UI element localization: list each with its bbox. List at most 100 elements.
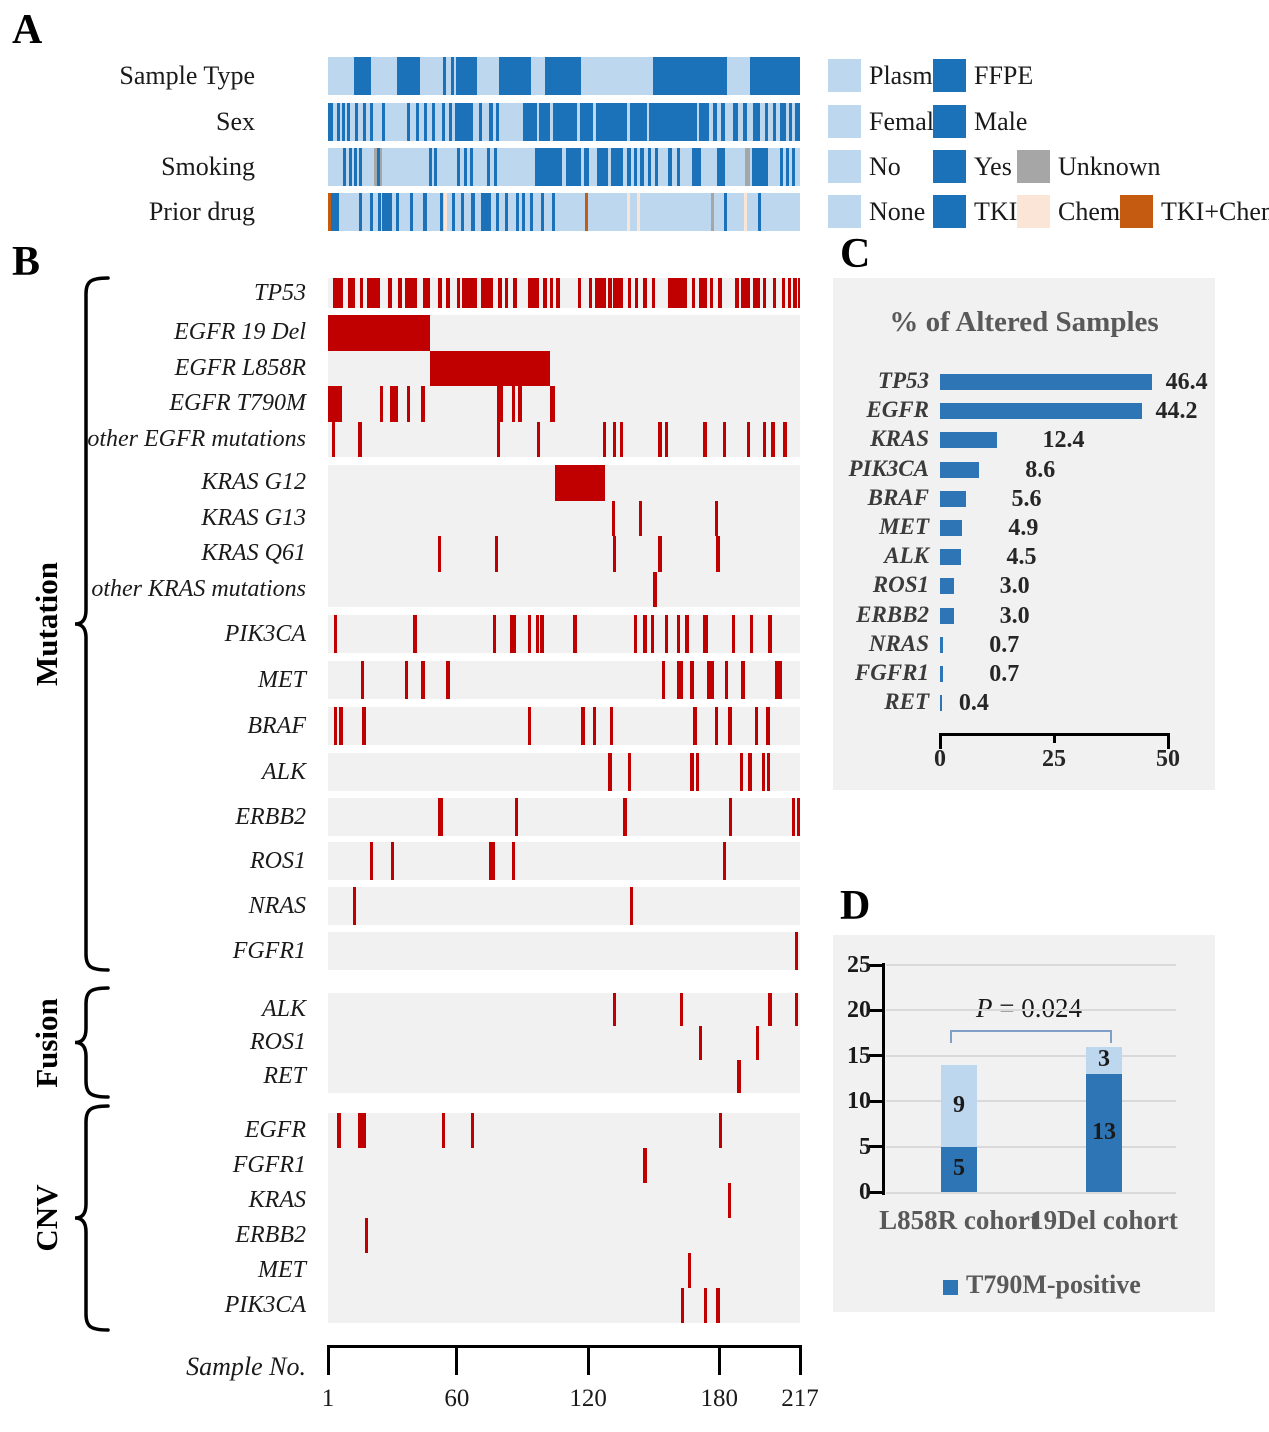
track-segment	[749, 57, 800, 95]
panel-a-letter: A	[12, 7, 43, 53]
alteration-mark	[723, 421, 727, 457]
alteration-mark	[595, 278, 607, 308]
bar-gene-label: KRAS	[870, 426, 929, 452]
track-segment	[713, 103, 718, 141]
track-segment	[328, 103, 333, 141]
alteration-mark	[578, 278, 582, 308]
legend-swatch	[933, 105, 966, 138]
alteration-mark	[793, 278, 797, 308]
track-segment	[535, 148, 562, 186]
alteration-mark	[693, 707, 697, 745]
track-segment	[354, 57, 371, 95]
gene-row-label: ALK	[261, 996, 306, 1022]
alteration-mark	[511, 386, 515, 422]
axis-tick	[717, 1345, 721, 1375]
alteration-mark	[676, 615, 681, 653]
oncoprint-band	[328, 798, 800, 836]
alteration-mark	[505, 278, 509, 308]
track-segment	[626, 148, 631, 186]
x-axis-tick	[1166, 733, 1170, 749]
alteration-mark	[703, 421, 707, 457]
legend-swatch	[933, 195, 966, 228]
gene-row-label: ERBB2	[235, 1222, 306, 1248]
track-segment	[691, 148, 701, 186]
group-label-fusion: Fusion	[29, 997, 64, 1088]
annotation-track	[328, 57, 800, 95]
legend-label: FFPE	[974, 61, 1034, 90]
gridline	[886, 1009, 1176, 1012]
alteration-mark	[358, 1113, 366, 1148]
legend-label: Male	[974, 107, 1028, 136]
track-segment	[640, 148, 644, 186]
gene-row-label: MET	[258, 667, 306, 693]
track-segment	[451, 193, 455, 231]
track-segment	[374, 148, 378, 186]
alteration-mark	[665, 421, 669, 457]
chart-title: % of Altered Samples	[889, 306, 1159, 338]
alteration-mark	[794, 993, 799, 1027]
legend-label: None	[869, 197, 926, 226]
alteration-mark	[715, 500, 719, 536]
alteration-mark	[740, 753, 744, 791]
bar-gene-label: ERBB2	[856, 601, 929, 627]
track-segment	[471, 193, 475, 231]
track-segment	[791, 148, 795, 186]
bar	[940, 666, 944, 682]
track-segment	[515, 193, 520, 231]
gene-row-label: other KRAS mutations	[91, 575, 306, 602]
gene-row-label: KRAS G13	[201, 504, 306, 531]
track-segment	[545, 57, 581, 95]
alteration-mark	[388, 278, 392, 308]
bar	[940, 403, 1142, 420]
alteration-mark	[620, 421, 624, 457]
significance-bracket	[950, 1030, 1112, 1043]
alteration-mark	[774, 661, 782, 699]
gene-row-label: EGFR T790M	[169, 390, 306, 416]
alteration-mark	[406, 386, 411, 422]
panel-c-bar-chart: % of Altered Samples TP53 46.4 EGFR 44.2 KRA…	[833, 278, 1215, 790]
alteration-mark	[496, 386, 504, 422]
track-segment	[494, 148, 498, 186]
track-segment	[381, 103, 386, 141]
y-axis-tick	[869, 1008, 882, 1012]
track-segment	[377, 193, 381, 231]
legend-swatch	[933, 150, 966, 183]
gene-row-label: RET	[263, 1062, 306, 1089]
bar-gene-label: RET	[884, 689, 929, 715]
track-segment	[342, 148, 346, 186]
track-segment	[780, 103, 786, 141]
y-axis-tick-label: 0	[859, 1179, 871, 1205]
alteration-mark	[489, 842, 496, 880]
track-segment	[579, 103, 594, 141]
track-segment	[376, 148, 380, 186]
track-segment	[780, 148, 784, 186]
track-segment	[444, 193, 448, 231]
p-value-text: = 0.024	[992, 993, 1082, 1023]
oncoprint-band	[328, 315, 800, 457]
alteration-mark	[581, 707, 585, 745]
gene-row-label: FGFR1	[232, 1152, 306, 1178]
axis-tick-label: 217	[781, 1385, 819, 1412]
gene-row-label: FGFR1	[232, 938, 306, 964]
bar-gene-label: TP53	[877, 368, 929, 393]
alteration-mark	[676, 661, 683, 699]
alteration-mark	[741, 278, 750, 308]
track-segment	[354, 148, 358, 186]
track-segment	[363, 103, 367, 141]
bar	[940, 578, 954, 595]
track-segment	[772, 103, 777, 141]
alteration-mark	[703, 615, 709, 653]
alteration-mark	[360, 661, 364, 699]
alteration-mark	[688, 1253, 692, 1288]
oncoprint-band	[328, 465, 800, 607]
gene-row-label: TP53	[253, 280, 306, 306]
alteration-mark	[754, 707, 758, 745]
legend: T790M-positive	[943, 1271, 1141, 1299]
track-segment	[716, 148, 726, 186]
group-label-mutation: Mutation	[29, 562, 64, 686]
alteration-mark	[734, 278, 739, 308]
dark-segment-value: 13	[1092, 1118, 1116, 1145]
alteration-mark	[766, 707, 770, 745]
alteration-mark	[441, 1113, 446, 1148]
bar	[940, 695, 942, 712]
